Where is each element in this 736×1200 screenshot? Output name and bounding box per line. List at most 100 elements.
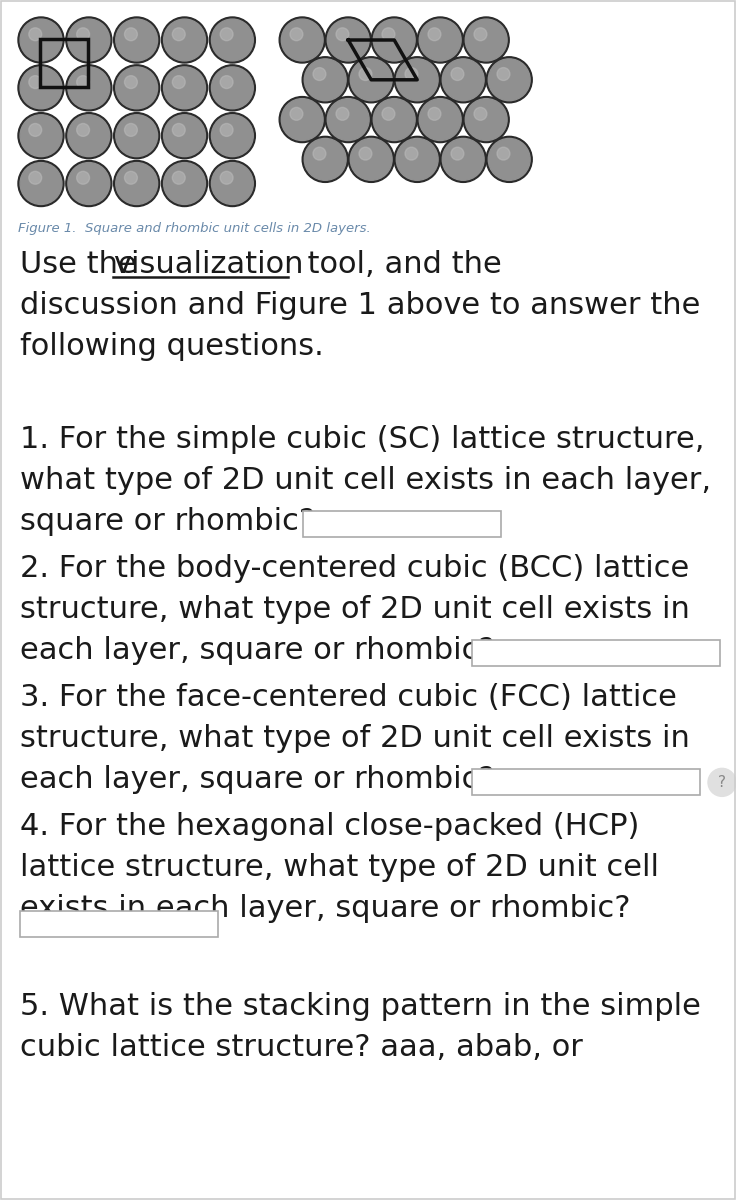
Circle shape bbox=[220, 172, 233, 185]
Circle shape bbox=[172, 124, 185, 137]
Circle shape bbox=[220, 76, 233, 89]
Circle shape bbox=[209, 65, 255, 110]
Circle shape bbox=[66, 65, 112, 110]
Text: exists in each layer, square or rhombic?: exists in each layer, square or rhombic? bbox=[20, 894, 631, 923]
Text: 5. What is the stacking pattern in the simple: 5. What is the stacking pattern in the s… bbox=[20, 992, 701, 1021]
Circle shape bbox=[302, 56, 348, 103]
Circle shape bbox=[313, 67, 326, 80]
Circle shape bbox=[451, 148, 464, 160]
Circle shape bbox=[220, 28, 233, 41]
Circle shape bbox=[313, 148, 326, 160]
Circle shape bbox=[465, 19, 507, 61]
Circle shape bbox=[18, 65, 64, 110]
Circle shape bbox=[20, 115, 62, 157]
Circle shape bbox=[371, 17, 417, 62]
Circle shape bbox=[420, 98, 461, 140]
Circle shape bbox=[209, 161, 255, 206]
Circle shape bbox=[281, 98, 323, 140]
Text: lattice structure, what type of 2D unit cell: lattice structure, what type of 2D unit … bbox=[20, 853, 659, 882]
Circle shape bbox=[463, 17, 509, 62]
Circle shape bbox=[211, 115, 253, 157]
Circle shape bbox=[211, 67, 253, 109]
Circle shape bbox=[348, 56, 394, 103]
Circle shape bbox=[394, 137, 440, 182]
Circle shape bbox=[428, 28, 441, 41]
Circle shape bbox=[124, 76, 138, 89]
Circle shape bbox=[124, 124, 138, 137]
Bar bbox=[303, 511, 501, 538]
Circle shape bbox=[396, 138, 438, 180]
Text: structure, what type of 2D unit cell exists in: structure, what type of 2D unit cell exi… bbox=[20, 595, 690, 624]
Circle shape bbox=[348, 137, 394, 182]
Circle shape bbox=[172, 172, 185, 185]
Circle shape bbox=[220, 124, 233, 137]
Text: each layer, square or rhombic?: each layer, square or rhombic? bbox=[20, 636, 495, 665]
Circle shape bbox=[474, 28, 487, 41]
Circle shape bbox=[20, 162, 62, 204]
Circle shape bbox=[486, 56, 532, 103]
Circle shape bbox=[163, 19, 205, 61]
Text: ?: ? bbox=[718, 775, 726, 790]
Circle shape bbox=[18, 17, 64, 62]
Circle shape bbox=[77, 124, 90, 137]
Circle shape bbox=[497, 148, 510, 160]
Circle shape bbox=[29, 28, 42, 41]
Circle shape bbox=[440, 56, 486, 103]
Text: square or rhombic?: square or rhombic? bbox=[20, 508, 315, 536]
Text: 4. For the hexagonal close-packed (HCP): 4. For the hexagonal close-packed (HCP) bbox=[20, 812, 640, 841]
Circle shape bbox=[325, 96, 371, 143]
Circle shape bbox=[488, 138, 530, 180]
Circle shape bbox=[29, 76, 42, 89]
Circle shape bbox=[336, 107, 349, 120]
Text: each layer, square or rhombic?: each layer, square or rhombic? bbox=[20, 766, 495, 794]
Circle shape bbox=[304, 59, 346, 101]
Circle shape bbox=[124, 172, 138, 185]
Circle shape bbox=[163, 67, 205, 109]
Circle shape bbox=[359, 67, 372, 80]
Text: 3. For the face-centered cubic (FCC) lattice: 3. For the face-centered cubic (FCC) lat… bbox=[20, 683, 677, 713]
Circle shape bbox=[328, 19, 369, 61]
Circle shape bbox=[428, 107, 441, 120]
Text: Figure 1.  Square and rhombic unit cells in 2D layers.: Figure 1. Square and rhombic unit cells … bbox=[18, 222, 371, 235]
Circle shape bbox=[465, 98, 507, 140]
Circle shape bbox=[116, 67, 158, 109]
Circle shape bbox=[66, 161, 112, 206]
Circle shape bbox=[163, 162, 205, 204]
Circle shape bbox=[382, 107, 395, 120]
Bar bbox=[20, 911, 218, 937]
Circle shape bbox=[29, 172, 42, 185]
Circle shape bbox=[279, 17, 325, 62]
Circle shape bbox=[66, 113, 112, 158]
Circle shape bbox=[290, 107, 303, 120]
Circle shape bbox=[394, 56, 440, 103]
Circle shape bbox=[113, 113, 160, 158]
Text: tool, and the: tool, and the bbox=[288, 251, 502, 280]
Text: following questions.: following questions. bbox=[20, 332, 324, 361]
Circle shape bbox=[211, 162, 253, 204]
Text: 2. For the body-centered cubic (BCC) lattice: 2. For the body-centered cubic (BCC) lat… bbox=[20, 554, 689, 583]
Text: what type of 2D unit cell exists in each layer,: what type of 2D unit cell exists in each… bbox=[20, 467, 711, 496]
Circle shape bbox=[708, 768, 736, 797]
Bar bbox=[40, 38, 88, 86]
Circle shape bbox=[209, 113, 255, 158]
Circle shape bbox=[113, 161, 160, 206]
Bar bbox=[472, 641, 720, 666]
Circle shape bbox=[211, 19, 253, 61]
Circle shape bbox=[405, 67, 418, 80]
Circle shape bbox=[20, 19, 62, 61]
Circle shape bbox=[161, 65, 208, 110]
Circle shape bbox=[68, 67, 110, 109]
Circle shape bbox=[68, 115, 110, 157]
Circle shape bbox=[382, 28, 395, 41]
Circle shape bbox=[77, 76, 90, 89]
Circle shape bbox=[420, 19, 461, 61]
Circle shape bbox=[18, 161, 64, 206]
Circle shape bbox=[161, 113, 208, 158]
Bar bbox=[472, 769, 700, 796]
Circle shape bbox=[417, 17, 463, 62]
Text: discussion and Figure 1 above to answer the: discussion and Figure 1 above to answer … bbox=[20, 292, 701, 320]
Circle shape bbox=[66, 17, 112, 62]
Text: cubic lattice structure? aaa, abab, or: cubic lattice structure? aaa, abab, or bbox=[20, 1033, 583, 1062]
Circle shape bbox=[396, 59, 438, 101]
Circle shape bbox=[113, 17, 160, 62]
